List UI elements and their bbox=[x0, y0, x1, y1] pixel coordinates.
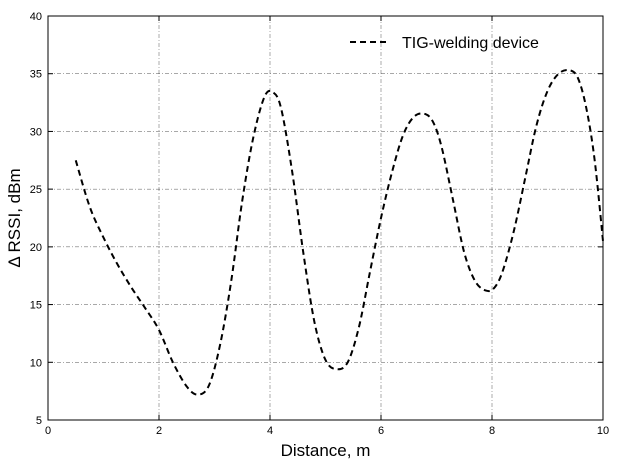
y-tick-label: 30 bbox=[30, 126, 42, 138]
axis-ticks: 0 2 4 6 8 10 5 10 15 20 25 30 35 40 bbox=[30, 11, 609, 437]
plot-frame bbox=[47, 15, 604, 421]
y-tick-label: 25 bbox=[30, 184, 42, 196]
legend-label: TIG-welding device bbox=[402, 35, 539, 52]
x-tick-label: 10 bbox=[597, 425, 609, 437]
y-tick-label: 10 bbox=[30, 357, 42, 369]
y-axis-label: Δ RSSI, dBm bbox=[5, 168, 24, 267]
x-tick-label: 8 bbox=[489, 425, 495, 437]
x-tick-label: 6 bbox=[378, 425, 384, 437]
legend: TIG-welding device bbox=[350, 35, 539, 52]
y-tick-label: 35 bbox=[30, 69, 42, 81]
y-tick-label: 15 bbox=[30, 300, 42, 312]
y-tick-label: 20 bbox=[30, 242, 42, 254]
series-line bbox=[74, 68, 604, 396]
x-tick-label: 2 bbox=[156, 425, 162, 437]
x-tick-label: 4 bbox=[267, 425, 273, 437]
series bbox=[74, 68, 604, 396]
x-tick-label: 0 bbox=[45, 425, 51, 437]
x-axis-label: Distance, m bbox=[281, 441, 371, 460]
y-tick-label: 5 bbox=[36, 415, 42, 427]
y-tick-label: 40 bbox=[30, 11, 42, 23]
